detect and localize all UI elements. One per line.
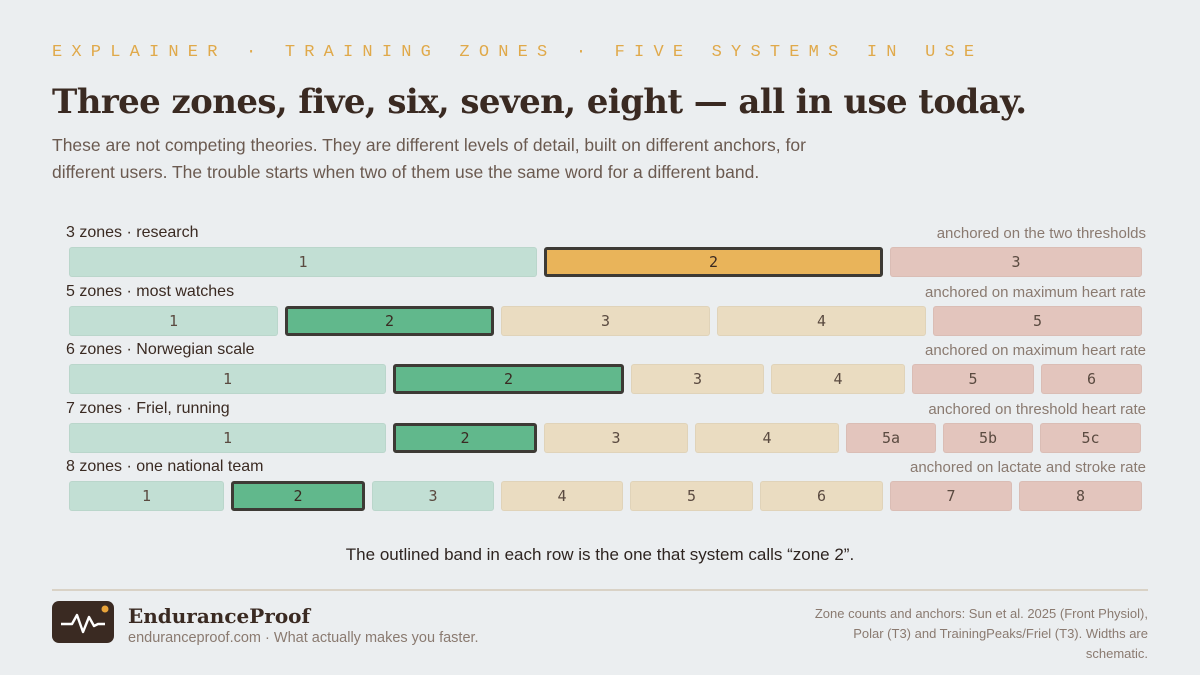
zone-band: 1	[69, 422, 386, 453]
row-label: 7 zones · Friel, running	[66, 399, 230, 417]
logo	[52, 601, 114, 643]
zone-band: 6	[1041, 364, 1142, 394]
row-label: 6 zones · Norwegian scale	[66, 341, 255, 358]
row-anchor: anchored on maximum heart rate	[925, 342, 1146, 359]
zone-band: 3	[890, 247, 1142, 277]
zone-band: 3	[372, 481, 494, 511]
zone-band: 4	[717, 305, 926, 336]
zone-band: 7	[890, 481, 1012, 511]
tagline: enduranceproof.com · What actually makes…	[128, 630, 479, 646]
zone-band: 1	[69, 305, 278, 336]
row-anchor: anchored on threshold heart rate	[928, 400, 1146, 418]
zone-band: 2	[231, 481, 365, 511]
brand: EnduranceProof	[128, 604, 311, 628]
zone-band: 2	[393, 422, 537, 453]
intro: These are not competing theories. They a…	[52, 135, 806, 182]
zone-band: 8	[1019, 481, 1142, 511]
logo-bg	[52, 601, 114, 643]
row-label: 8 zones · one national team	[66, 458, 264, 475]
divider	[52, 589, 1148, 591]
logo-dot	[101, 605, 109, 613]
zone-band: 3	[501, 305, 710, 336]
zone-band: 4	[501, 481, 623, 511]
source-note: Zone counts and anchors: Sun et al. 2025…	[814, 606, 1148, 661]
zone-band: 5a	[846, 422, 936, 453]
caption: The outlined band in each row is the one…	[345, 545, 855, 564]
row-anchor: anchored on the two thresholds	[936, 225, 1146, 242]
zone-band: 1	[69, 247, 537, 277]
zone-band: 1	[69, 364, 386, 394]
zone-band: 1	[69, 481, 224, 511]
zone-band: 2	[544, 247, 883, 277]
zone-band: 5	[630, 481, 753, 511]
row-label: 3 zones · research	[66, 224, 199, 241]
zone-band: 3	[631, 364, 764, 394]
zone-band: 5b	[943, 422, 1033, 453]
title: Three zones, five, six, seven, eight — a…	[52, 82, 1027, 122]
kicker: EXPLAINER · TRAINING ZONES · FIVE SYSTEM…	[52, 43, 984, 62]
zone-band: 2	[393, 364, 624, 394]
zone-band: 5	[933, 305, 1142, 336]
zone-band: 4	[771, 364, 905, 394]
row-anchor: anchored on maximum heart rate	[925, 283, 1146, 301]
row-label: 5 zones · most watches	[66, 282, 235, 300]
zone-band: 6	[760, 481, 883, 511]
zone-band: 5c	[1040, 422, 1141, 453]
row-anchor: anchored on lactate and stroke rate	[910, 459, 1146, 476]
zone-band: 2	[285, 305, 494, 336]
zone-band: 3	[544, 422, 688, 453]
logo-wave	[61, 613, 105, 634]
zone-band: 4	[695, 422, 839, 453]
zone-band: 5	[912, 364, 1034, 394]
